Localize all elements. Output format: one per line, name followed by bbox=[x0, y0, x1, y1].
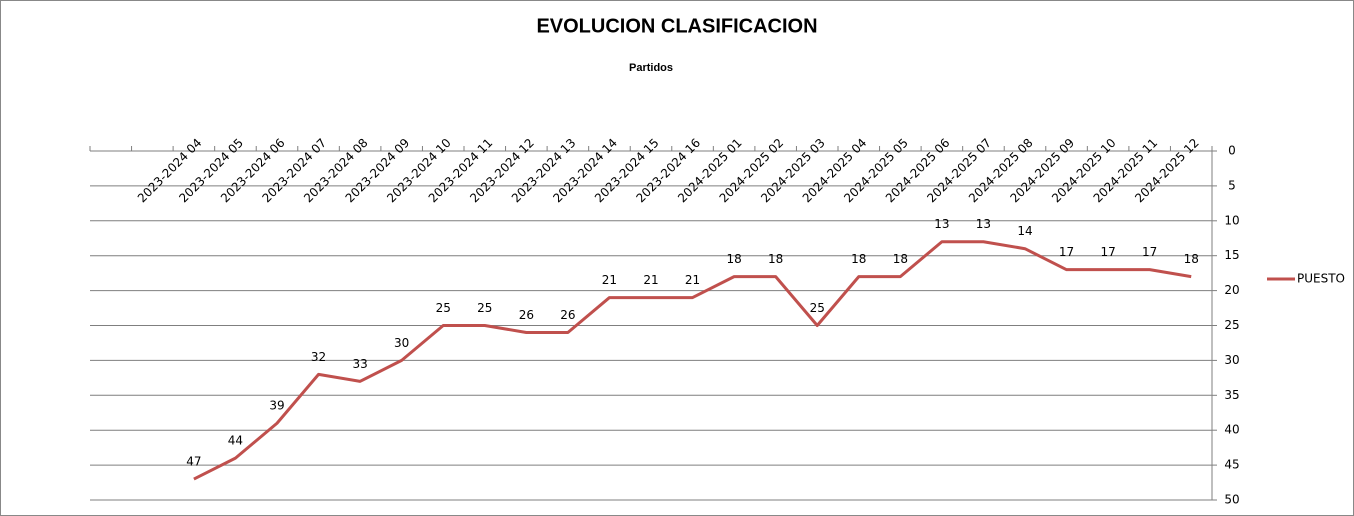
line bbox=[193, 240, 1192, 481]
y-tick-label: 5 bbox=[1228, 178, 1236, 192]
y-tick-label: 15 bbox=[1224, 248, 1239, 262]
data-label: 17 bbox=[1100, 245, 1115, 259]
data-label: 25 bbox=[436, 301, 451, 315]
data-label: 13 bbox=[934, 217, 949, 231]
data-label: 39 bbox=[269, 399, 284, 413]
data-label: 18 bbox=[1184, 252, 1199, 266]
data-label: 18 bbox=[768, 252, 783, 266]
data-label: 17 bbox=[1059, 245, 1074, 259]
legend-label: PUESTO bbox=[1297, 272, 1345, 286]
y-tick-label: 25 bbox=[1224, 318, 1239, 332]
y-tick-label: 10 bbox=[1224, 213, 1239, 227]
data-label: 26 bbox=[560, 308, 575, 322]
data-label: 33 bbox=[352, 357, 367, 371]
data-label: 30 bbox=[394, 336, 409, 350]
chart-title: EVOLUCION CLASIFICACION bbox=[536, 15, 817, 37]
data-label: 44 bbox=[228, 434, 243, 448]
data-label: 25 bbox=[477, 301, 492, 315]
data-label: 26 bbox=[519, 308, 534, 322]
data-label: 21 bbox=[643, 273, 658, 287]
y-tick-label: 50 bbox=[1224, 493, 1239, 507]
data-label: 21 bbox=[685, 273, 700, 287]
data-label: 18 bbox=[893, 252, 908, 266]
data-label: 21 bbox=[602, 273, 617, 287]
y-tick-label: 45 bbox=[1224, 458, 1239, 472]
y-tick-label: 40 bbox=[1224, 423, 1239, 437]
y-tick-label: 0 bbox=[1228, 144, 1236, 158]
x-axis-label: Partidos bbox=[629, 62, 673, 74]
y-tick-label: 35 bbox=[1224, 388, 1239, 402]
y-tick-label: 20 bbox=[1224, 283, 1239, 297]
data-label: 47 bbox=[186, 455, 201, 469]
data-label: 17 bbox=[1142, 245, 1157, 259]
data-label: 18 bbox=[726, 252, 741, 266]
data-label: 18 bbox=[851, 252, 866, 266]
data-label: 32 bbox=[311, 350, 326, 364]
y-tick-label: 30 bbox=[1224, 353, 1239, 367]
data-label: 13 bbox=[976, 217, 991, 231]
data-label: 14 bbox=[1017, 224, 1032, 238]
data-label: 25 bbox=[810, 301, 825, 315]
